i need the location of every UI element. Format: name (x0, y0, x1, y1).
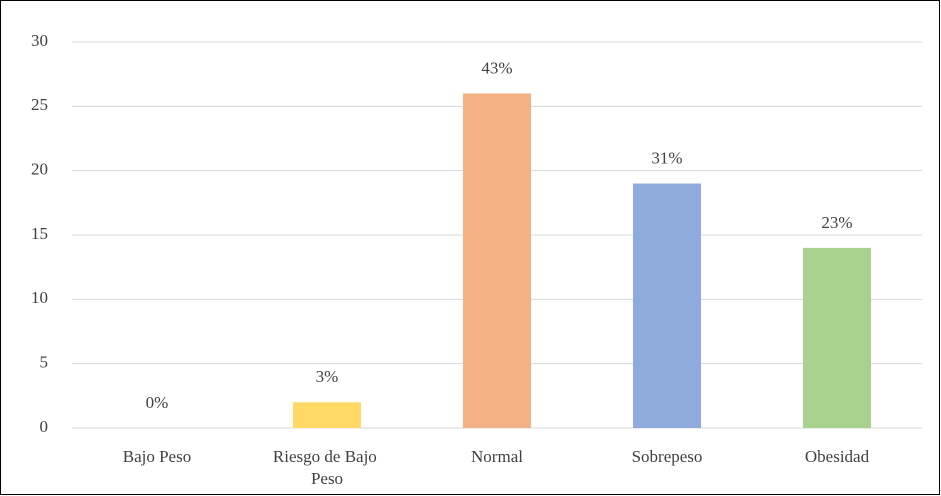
data-label: 3% (316, 367, 339, 386)
x-tick-label: Normal (471, 447, 523, 466)
data-label: 43% (481, 58, 512, 77)
y-tick-label: 20 (31, 160, 48, 179)
x-tick-label: Bajo Peso (123, 447, 191, 466)
bar (463, 93, 531, 428)
y-tick-label: 30 (31, 31, 48, 50)
data-label: 31% (651, 148, 682, 167)
y-tick-label: 5 (40, 353, 49, 372)
y-tick-label: 15 (31, 224, 48, 243)
bar (803, 247, 871, 428)
bar (293, 402, 361, 428)
y-tick-label: 25 (31, 95, 48, 114)
x-tick-label: Riesgo de Bajo Peso (273, 447, 381, 488)
x-tick-label: Obesidad (805, 447, 870, 466)
y-tick-label: 0 (40, 417, 49, 436)
data-label: 23% (821, 213, 852, 232)
y-tick-label: 10 (31, 288, 48, 307)
bar (633, 183, 701, 428)
x-tick-label: Sobrepeso (632, 447, 703, 466)
data-label: 0% (146, 393, 169, 412)
